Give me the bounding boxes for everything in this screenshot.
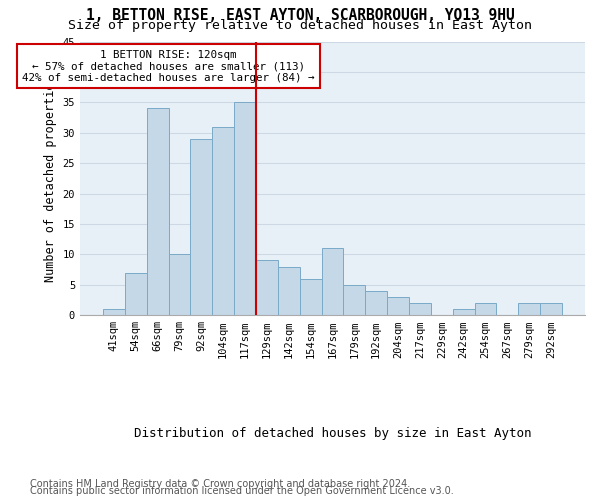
Text: Contains public sector information licensed under the Open Government Licence v3: Contains public sector information licen… <box>30 486 454 496</box>
Bar <box>322 248 343 315</box>
Bar <box>540 303 562 315</box>
Bar <box>365 291 387 315</box>
Bar <box>146 108 169 315</box>
Bar <box>475 303 496 315</box>
Bar <box>453 309 475 315</box>
Bar <box>103 309 125 315</box>
Bar <box>387 297 409 315</box>
Bar <box>409 303 431 315</box>
Text: Contains HM Land Registry data © Crown copyright and database right 2024.: Contains HM Land Registry data © Crown c… <box>30 479 410 489</box>
Bar <box>212 126 234 315</box>
Bar <box>234 102 256 315</box>
Bar <box>125 272 146 315</box>
Text: Size of property relative to detached houses in East Ayton: Size of property relative to detached ho… <box>68 18 532 32</box>
Bar <box>256 260 278 315</box>
Bar <box>343 285 365 315</box>
Y-axis label: Number of detached properties: Number of detached properties <box>44 75 57 282</box>
X-axis label: Distribution of detached houses by size in East Ayton: Distribution of detached houses by size … <box>134 427 531 440</box>
Bar <box>278 266 299 315</box>
Bar <box>518 303 540 315</box>
Bar <box>169 254 190 315</box>
Bar <box>190 139 212 315</box>
Bar <box>299 278 322 315</box>
Text: 1, BETTON RISE, EAST AYTON, SCARBOROUGH, YO13 9HU: 1, BETTON RISE, EAST AYTON, SCARBOROUGH,… <box>86 8 514 22</box>
Text: 1 BETTON RISE: 120sqm
← 57% of detached houses are smaller (113)
42% of semi-det: 1 BETTON RISE: 120sqm ← 57% of detached … <box>22 50 314 83</box>
